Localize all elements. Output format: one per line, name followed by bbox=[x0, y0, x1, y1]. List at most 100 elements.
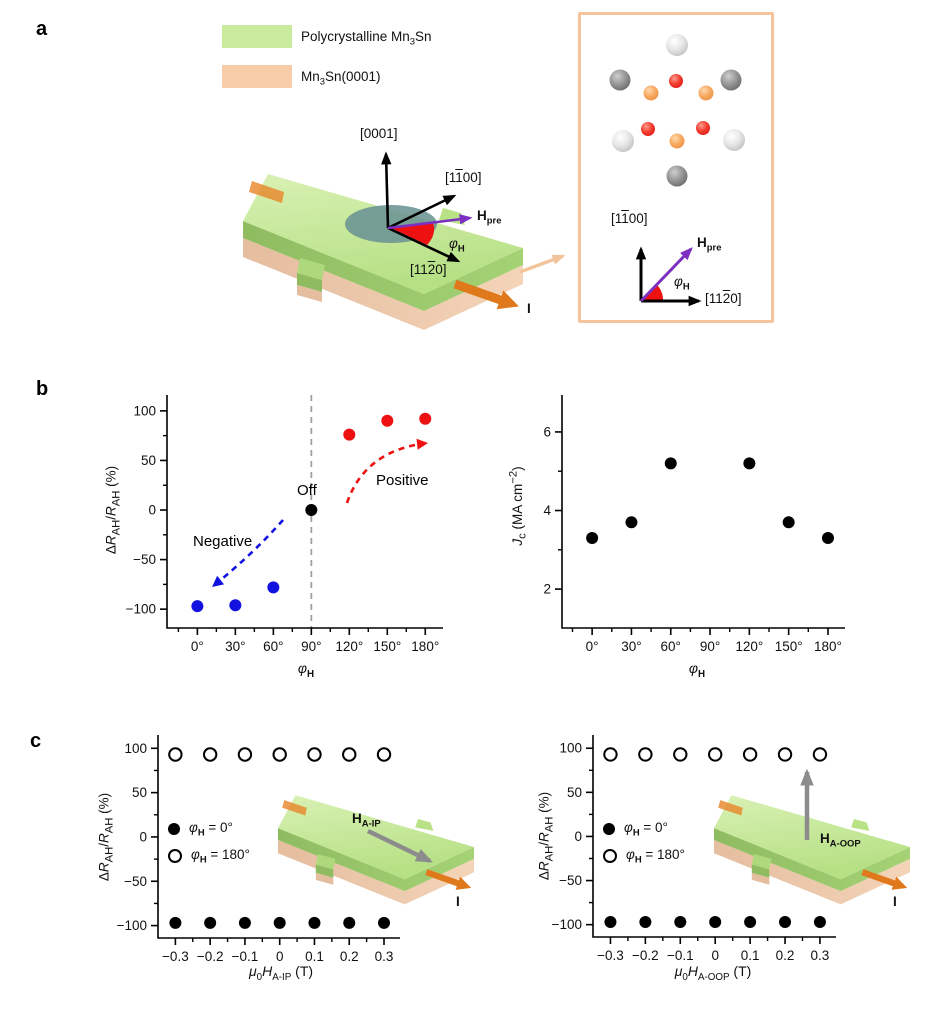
svg-text:−0.1: −0.1 bbox=[232, 949, 259, 964]
data-point-jc bbox=[782, 516, 795, 529]
orange-atom bbox=[698, 85, 714, 101]
legend-label-polycrystalline: Polycrystalline Mn3Sn bbox=[301, 29, 432, 48]
data-point-positive bbox=[419, 412, 432, 425]
svg-text:−50: −50 bbox=[559, 873, 582, 888]
data-point-phi0 bbox=[169, 916, 182, 929]
data-point-jc bbox=[664, 457, 677, 470]
orange-atom bbox=[669, 133, 685, 149]
phi-h-label: φH bbox=[449, 236, 465, 255]
data-point-phi0 bbox=[343, 916, 356, 929]
svg-text:0°: 0° bbox=[191, 639, 204, 654]
data-point-phi0 bbox=[378, 916, 391, 929]
svg-text:50: 50 bbox=[141, 453, 156, 468]
h-aip-arrow bbox=[367, 828, 434, 864]
svg-text:−50: −50 bbox=[133, 552, 156, 567]
chart-b-left-ylabel: ΔRAH/RAH (%) bbox=[103, 465, 123, 555]
silver-atom bbox=[612, 130, 634, 152]
data-point-phi180 bbox=[812, 747, 828, 762]
data-point-phi180 bbox=[202, 747, 218, 762]
axis-0001-arrow bbox=[381, 151, 392, 229]
legend-swatch-polycrystalline bbox=[222, 25, 292, 48]
svg-text:0.1: 0.1 bbox=[305, 949, 324, 964]
data-point-off bbox=[305, 504, 318, 517]
svg-text:30°: 30° bbox=[621, 639, 641, 654]
data-point-phi180 bbox=[707, 747, 723, 762]
legend-swatch-mn3sn0001 bbox=[222, 65, 292, 88]
chart-jc-vs-phi: 0° 30° 60° 90° 120° 150° 180° 6 4 2 bbox=[543, 395, 845, 654]
svg-text:6: 6 bbox=[543, 424, 551, 439]
chart-c-right-xlabel: μ0HA-OOP (T) bbox=[674, 963, 752, 983]
svg-text:180°: 180° bbox=[814, 639, 842, 654]
chart-c-left-ylabel: ΔRAH/RAH (%) bbox=[96, 792, 116, 882]
red-atom bbox=[669, 74, 683, 88]
inset-axis-1120-label: [1120] bbox=[705, 291, 742, 306]
data-point-phi0 bbox=[308, 916, 321, 929]
axis-0001-label: [0001] bbox=[360, 126, 398, 141]
current-label-oop: I bbox=[893, 894, 897, 909]
inset-phi-h-label: φH bbox=[674, 274, 690, 293]
red-atom bbox=[641, 122, 655, 136]
device-schematic bbox=[243, 151, 566, 330]
data-point-phi180 bbox=[237, 747, 253, 762]
svg-text:100: 100 bbox=[559, 741, 582, 756]
svg-text:0°: 0° bbox=[586, 639, 599, 654]
open-dot-icon bbox=[603, 849, 617, 864]
legend-text: Sn(0001) bbox=[325, 69, 381, 84]
inset-h-pre-arrow bbox=[639, 247, 693, 303]
orange-atom bbox=[643, 85, 659, 101]
svg-text:180°: 180° bbox=[411, 639, 439, 654]
svg-text:−0.2: −0.2 bbox=[632, 948, 659, 963]
data-point-phi0 bbox=[238, 916, 251, 929]
darkgray-atom bbox=[720, 69, 742, 91]
svg-text:−100: −100 bbox=[552, 917, 582, 932]
data-point-negative bbox=[229, 599, 242, 612]
svg-text:120°: 120° bbox=[335, 639, 363, 654]
legend-sub: 3 bbox=[409, 36, 416, 48]
h-pre-arrow bbox=[387, 214, 473, 230]
data-point-negative bbox=[191, 600, 204, 613]
data-point-phi180 bbox=[777, 747, 793, 762]
svg-text:150°: 150° bbox=[373, 639, 401, 654]
data-point-phi0 bbox=[779, 916, 792, 929]
svg-text:30°: 30° bbox=[225, 639, 245, 654]
silver-atom bbox=[666, 34, 688, 56]
red-atom bbox=[696, 121, 710, 135]
svg-text:100: 100 bbox=[133, 403, 156, 418]
inset-connector-arrow bbox=[519, 254, 566, 274]
svg-text:120°: 120° bbox=[735, 639, 763, 654]
legend-text: Sn bbox=[415, 29, 432, 44]
chart-b-right-ylabel: Jc (MA cm−2) bbox=[507, 466, 529, 546]
svg-text:−50: −50 bbox=[124, 874, 147, 889]
data-point-phi180 bbox=[342, 747, 357, 762]
data-point-phi0 bbox=[204, 916, 217, 929]
current-label-ip: I bbox=[456, 894, 460, 909]
svg-text:0.3: 0.3 bbox=[375, 949, 394, 964]
svg-text:50: 50 bbox=[567, 785, 582, 800]
data-point-phi180 bbox=[603, 747, 618, 762]
svg-text:60°: 60° bbox=[263, 639, 283, 654]
svg-text:0: 0 bbox=[711, 948, 719, 963]
chart-rah-vs-haoop: −0.3 −0.2 −0.1 0 0.1 0.2 0.3 100 50 0 −50 −100 bbox=[552, 735, 836, 963]
chart-rah-vs-phi: 0° 30° 60° 90° 120° 150° 180° 100 50 0 −50 −100 bbox=[126, 395, 443, 654]
phi-angle-wedge bbox=[389, 223, 435, 245]
data-point-phi180 bbox=[376, 747, 392, 762]
legend-text: Mn bbox=[301, 69, 320, 84]
svg-text:90°: 90° bbox=[700, 639, 720, 654]
device-inset-oop bbox=[714, 768, 910, 905]
device-inset-ip bbox=[278, 795, 474, 905]
legend-phi-180: φH = 180° bbox=[168, 847, 250, 866]
data-point-phi180 bbox=[272, 747, 287, 762]
legend-sub: 3 bbox=[319, 76, 326, 88]
svg-text:−100: −100 bbox=[117, 918, 147, 933]
chart-c-left-xlabel: μ0HA-IP (T) bbox=[248, 963, 314, 983]
current-label: I bbox=[527, 301, 531, 316]
svg-text:2: 2 bbox=[543, 582, 551, 597]
data-point-phi180 bbox=[673, 747, 688, 762]
svg-text:0.1: 0.1 bbox=[741, 948, 760, 963]
data-point-phi180 bbox=[307, 747, 322, 762]
data-point-phi0 bbox=[744, 916, 757, 929]
chart-b-right-xlabel: φH bbox=[688, 660, 706, 680]
silver-atom bbox=[723, 129, 745, 151]
axis-1120-label: [1120] bbox=[410, 262, 447, 277]
